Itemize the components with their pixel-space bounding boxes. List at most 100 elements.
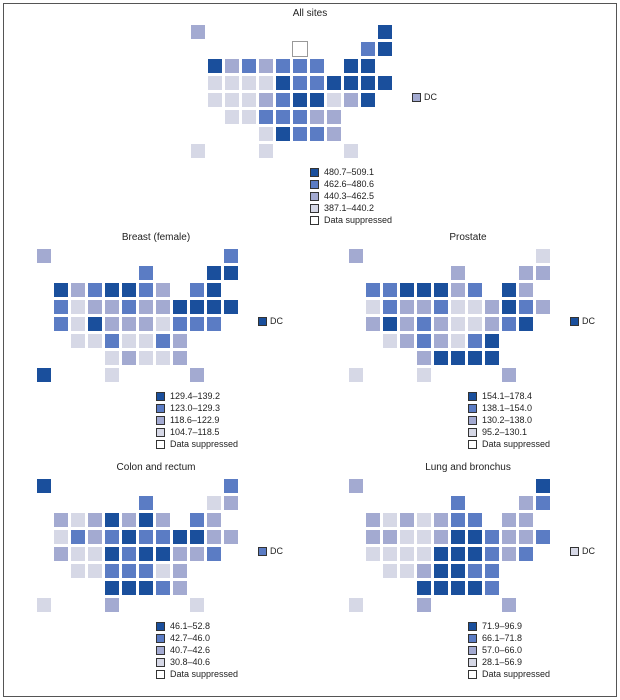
state-nc: [467, 333, 483, 349]
state-de: [206, 546, 222, 562]
state-sc: [172, 563, 188, 579]
state-il: [138, 282, 154, 298]
state-ks: [416, 333, 432, 349]
state-nc: [467, 563, 483, 579]
state-ks: [258, 109, 274, 125]
state-nh: [535, 495, 551, 511]
state-mn: [275, 58, 291, 74]
legend-label: 42.7–46.0: [170, 633, 211, 643]
us-map: [36, 478, 256, 618]
state-al: [467, 580, 483, 596]
legend-item: 387.1–440.2: [310, 202, 392, 214]
legend-item-suppressed: Data suppressed: [468, 438, 550, 450]
state-sd: [258, 75, 274, 91]
legend-item: 66.1–71.8: [468, 632, 550, 644]
state-nv: [224, 75, 240, 91]
state-ri: [377, 75, 393, 91]
state-ky: [138, 546, 154, 562]
legend-item: 30.8–40.6: [156, 656, 238, 668]
state-id: [70, 512, 86, 528]
state-tx: [104, 597, 120, 613]
state-pa: [172, 529, 188, 545]
state-ma: [360, 58, 376, 74]
state-mn: [121, 512, 137, 528]
state-ky: [292, 92, 308, 108]
state-ny: [343, 58, 359, 74]
state-fl: [343, 143, 359, 159]
state-ut: [382, 546, 398, 562]
legend-label: 28.1–56.9: [482, 657, 523, 667]
state-ma: [518, 512, 534, 528]
state-sc: [484, 333, 500, 349]
state-mo: [433, 546, 449, 562]
state-wi: [138, 495, 154, 511]
state-nd: [104, 512, 120, 528]
legend-label: 30.8–40.6: [170, 657, 211, 667]
legend-swatch: [310, 179, 319, 189]
state-va: [172, 316, 188, 332]
state-ca: [53, 546, 69, 562]
state-il: [450, 282, 466, 298]
state-wi: [450, 495, 466, 511]
legend-item: 123.0–129.3: [156, 402, 238, 414]
legend-swatch: [468, 415, 477, 425]
map-panel-all-sites: All sites DC 480.7–509.1 462.6–480.6 440.3–4…: [160, 8, 460, 230]
state-wi: [450, 265, 466, 281]
state-hi: [36, 367, 52, 383]
state-ca: [207, 92, 223, 108]
state-mt: [87, 282, 103, 298]
state-oh: [155, 529, 171, 545]
state-vt: [206, 265, 222, 281]
state-ar: [121, 333, 137, 349]
state-ct: [360, 75, 376, 91]
map-title: Prostate: [449, 232, 487, 243]
legend-label: 57.0–66.0: [482, 645, 523, 655]
state-or: [53, 299, 69, 315]
state-nc: [155, 333, 171, 349]
legend-label: 138.1–154.0: [482, 403, 533, 413]
state-in: [450, 529, 466, 545]
state-tx: [258, 143, 274, 159]
state-il: [450, 512, 466, 528]
state-nv: [70, 529, 86, 545]
dc-marker: DC: [570, 546, 595, 556]
state-tx: [416, 597, 432, 613]
state-mo: [121, 316, 137, 332]
state-mi: [467, 282, 483, 298]
state-ok: [416, 580, 432, 596]
dc-label: DC: [582, 546, 595, 556]
legend-label: 129.4–139.2: [170, 391, 221, 401]
state-ks: [416, 563, 432, 579]
dc-marker: DC: [258, 546, 283, 556]
state-sd: [416, 299, 432, 315]
state-ri: [223, 299, 239, 315]
state-nv: [70, 299, 86, 315]
state-la: [121, 580, 137, 596]
map-legend: 46.1–52.8 42.7–46.0 40.7–42.6 30.8–40.6 Data…: [156, 620, 238, 680]
legend-swatch: [468, 439, 477, 449]
state-ct: [518, 529, 534, 545]
legend-item: 129.4–139.2: [156, 390, 238, 402]
legend-label: Data suppressed: [170, 439, 239, 449]
state-ct: [206, 529, 222, 545]
state-id: [70, 282, 86, 298]
state-vt: [360, 41, 376, 57]
state-ak: [36, 248, 52, 264]
legend-item: 40.7–42.6: [156, 644, 238, 656]
state-in: [450, 299, 466, 315]
state-nh: [223, 265, 239, 281]
legend-swatch: [468, 645, 477, 655]
legend-item: 480.7–509.1: [310, 166, 392, 178]
us-map: [348, 248, 568, 388]
state-ks: [104, 563, 120, 579]
state-ny: [501, 282, 517, 298]
state-az: [382, 563, 398, 579]
dc-marker: DC: [570, 316, 595, 326]
state-ne: [258, 92, 274, 108]
state-ky: [450, 546, 466, 562]
map-legend: 154.1–178.4 138.1–154.0 130.2–138.0 95.2–13…: [468, 390, 550, 450]
state-ky: [450, 316, 466, 332]
state-fl: [189, 597, 205, 613]
legend-swatch: [310, 167, 319, 177]
state-tn: [138, 333, 154, 349]
